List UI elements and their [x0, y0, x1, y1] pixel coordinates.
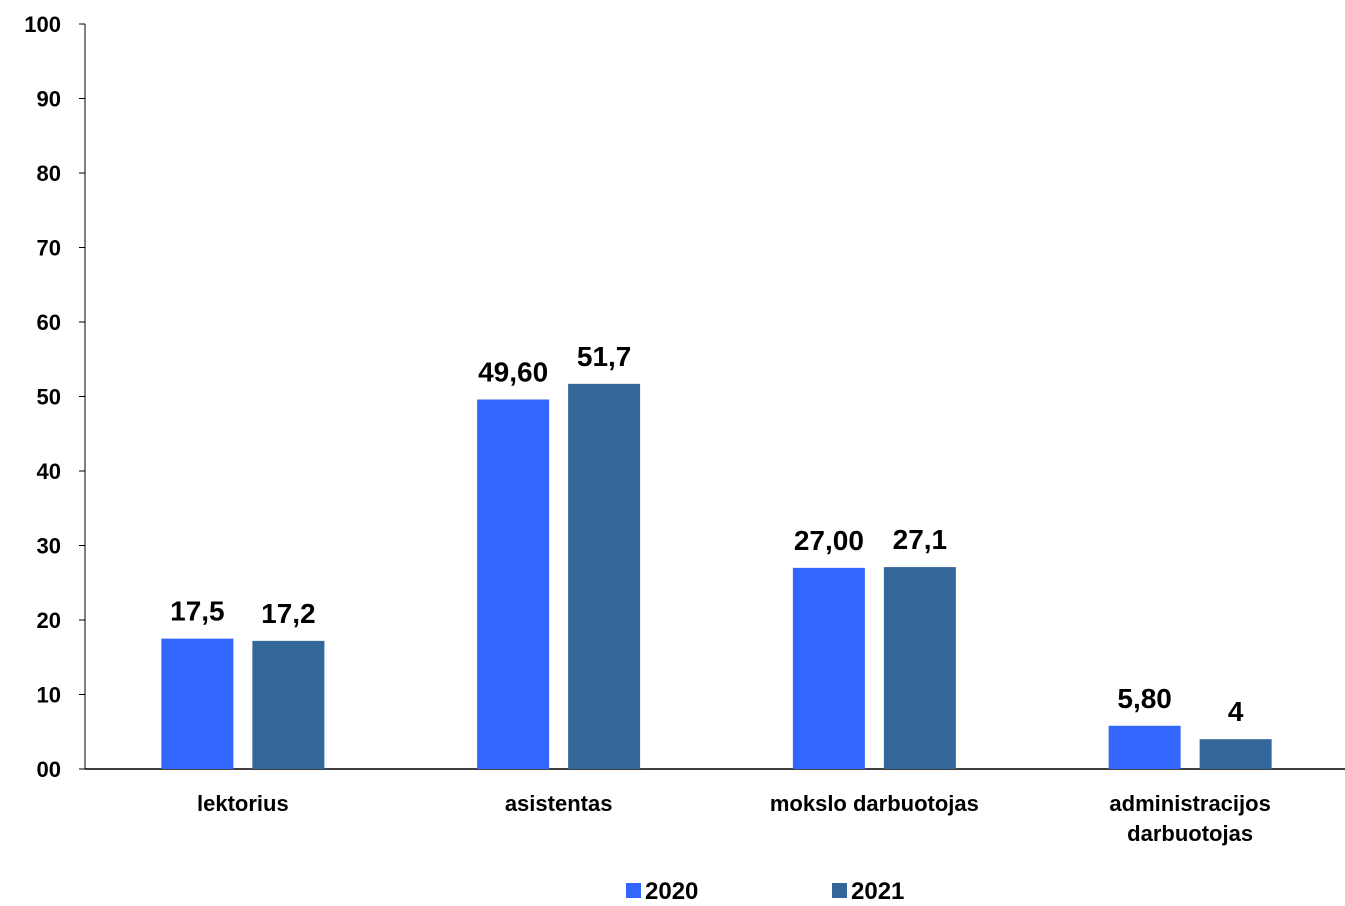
- y-tick-label: 20: [37, 608, 61, 633]
- legend-swatch: [832, 883, 847, 898]
- bar-2021: [568, 383, 641, 769]
- bars: [161, 383, 1272, 769]
- data-label: 17,5: [170, 596, 225, 627]
- bar-2020: [477, 399, 550, 769]
- data-label: 27,1: [893, 524, 948, 555]
- y-tick-label: 10: [37, 683, 61, 708]
- data-label: 17,2: [261, 598, 316, 629]
- data-label: 27,00: [794, 525, 864, 556]
- y-tick-label: 60: [37, 310, 61, 335]
- y-tick-label: 30: [37, 534, 61, 559]
- data-label: 4: [1228, 696, 1244, 727]
- bar-2021: [1199, 739, 1272, 769]
- legend: 2020 2021: [626, 878, 904, 905]
- legend-label: 2021: [851, 878, 904, 905]
- x-tick-label-line: mokslo darbuotojas: [770, 791, 979, 816]
- data-labels: 17,5 17,2 49,60 51,7 27,00 27,1 5,80 4: [170, 341, 1244, 727]
- legend-label: 2020: [645, 878, 698, 905]
- y-tick-label: 40: [37, 459, 61, 484]
- y-tick-label: 70: [37, 236, 61, 261]
- y-tick-label: 80: [37, 161, 61, 186]
- y-tick-label: 50: [37, 385, 61, 410]
- x-tick-label-line: lektorius: [197, 791, 289, 816]
- bar-2021: [883, 567, 956, 769]
- y-tick-label: 00: [37, 757, 61, 782]
- data-label: 5,80: [1117, 683, 1172, 714]
- x-tick-label: lektorius: [197, 791, 289, 816]
- x-tick-label: administracijos darbuotojas: [1109, 791, 1270, 846]
- x-tick-label: mokslo darbuotojas: [770, 791, 979, 816]
- y-tick-label: 90: [37, 87, 61, 112]
- bar-2021: [252, 640, 325, 769]
- x-tick-label: asistentas: [505, 791, 613, 816]
- x-axis: lektorius asistentas mokslo darbuotojas adm…: [85, 768, 1345, 846]
- bar-2020: [161, 638, 234, 769]
- y-tick-label: 100: [24, 12, 61, 37]
- y-axis: 00 10 20 30 40 50 60 70 80 90 100: [24, 12, 86, 782]
- x-tick-label-line: asistentas: [505, 791, 613, 816]
- x-tick-label-line: administracijos: [1109, 791, 1270, 816]
- data-label: 51,7: [577, 341, 632, 372]
- legend-swatch: [626, 883, 641, 898]
- x-tick-label-line: darbuotojas: [1127, 821, 1253, 846]
- data-label: 49,60: [478, 356, 548, 387]
- bar-2020: [792, 567, 865, 769]
- bar-2020: [1108, 725, 1181, 769]
